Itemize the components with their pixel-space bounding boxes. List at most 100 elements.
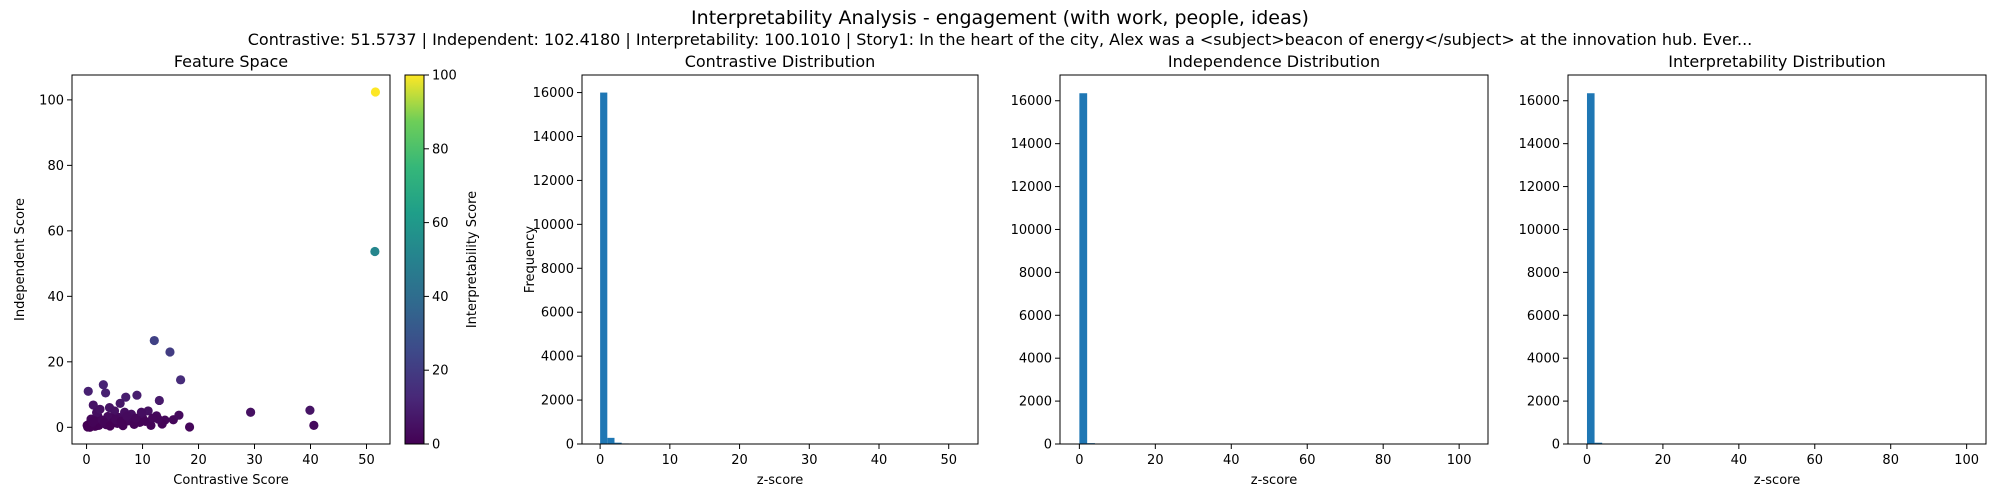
x-axis-label: z-score: [1251, 473, 1297, 488]
x-tick-label: 40: [871, 453, 888, 468]
panel-4: 0 20 40 60 80 100 0 2000 4000 6000 8000 10000 12000 1…: [1519, 52, 1987, 488]
x-tick-label: 20: [1147, 453, 1164, 468]
panel-3: 0 20 40 60 80 100 0 2000 4000 6000 8000 10000 12000 1…: [1011, 52, 1489, 488]
scatter-point: [89, 416, 99, 426]
x-tick-label: 50: [358, 453, 375, 468]
y-tick-label: 2000: [1019, 395, 1052, 410]
y-tick-label: 8000: [1019, 266, 1052, 281]
y-tick-label: 0: [56, 421, 64, 436]
x-tick-label: 0: [1075, 453, 1083, 468]
y-axis-label: Frequency: [523, 226, 538, 293]
scatter-point: [136, 407, 147, 417]
scatter-point: [148, 413, 158, 423]
y-tick-label: 0: [566, 438, 574, 453]
histogram-bar: [600, 92, 608, 444]
y-tick-label: 12000: [533, 174, 574, 189]
y-tick-label: 60: [47, 224, 64, 239]
axes-frame: [1059, 74, 1489, 445]
scatter-point: [246, 407, 256, 417]
x-axis-label: z-score: [1754, 473, 1800, 488]
y-tick-label: 16000: [533, 86, 574, 101]
scatter-point: [174, 410, 184, 420]
axes-frame: [1567, 74, 1987, 445]
x-tick-label: 40: [1223, 453, 1240, 468]
histogram-bar: [1079, 93, 1088, 445]
colorbar: 0 20 40 60 80 100 Interpretability Score: [404, 69, 480, 453]
histogram-bar: [1594, 442, 1603, 444]
scatter-point: [105, 421, 115, 431]
colorbar-tick-label: 0: [432, 438, 440, 453]
y-tick-label: 40: [47, 290, 64, 305]
y-axis-label: Independent Score: [13, 198, 28, 321]
colorbar-tick-label: 80: [432, 142, 449, 157]
x-tick-label: 0: [1583, 453, 1591, 468]
y-tick-label: 2000: [1527, 395, 1560, 410]
x-tick-label: 50: [940, 453, 957, 468]
histogram-bar: [1586, 93, 1595, 445]
x-tick-label: 40: [1731, 453, 1748, 468]
x-tick-label: 60: [1299, 453, 1316, 468]
panel-title: Independence Distribution: [1168, 52, 1380, 71]
scatter-point: [121, 392, 131, 402]
y-tick-label: 4000: [1527, 352, 1560, 367]
x-tick-label: 0: [596, 453, 604, 468]
panel-title: Contrastive Distribution: [685, 52, 876, 71]
colorbar-label: Interpretability Score: [465, 191, 480, 328]
colorbar-frame: [404, 74, 425, 445]
y-tick-label: 6000: [1527, 309, 1560, 324]
x-axis-label: Contrastive Score: [173, 473, 288, 488]
x-tick-label: 0: [82, 453, 90, 468]
scatter-point: [176, 375, 186, 385]
colorbar-gradient: [405, 75, 424, 444]
y-tick-label: 14000: [533, 130, 574, 145]
y-tick-label: 16000: [1011, 94, 1052, 109]
scatter-point: [115, 398, 125, 408]
scatter-point: [370, 87, 381, 97]
panel-title: Feature Space: [174, 52, 288, 71]
axes-frame: [581, 74, 979, 445]
colorbar-tick-label: 20: [432, 364, 449, 379]
scatter-point: [122, 411, 132, 421]
scatter-point: [309, 420, 319, 430]
y-tick-label: 6000: [541, 306, 574, 321]
x-tick-label: 30: [246, 453, 263, 468]
y-tick-label: 8000: [1527, 266, 1560, 281]
scatter-point: [149, 335, 159, 346]
y-tick-label: 4000: [541, 350, 574, 365]
y-tick-label: 14000: [1011, 137, 1052, 152]
y-tick-label: 4000: [1019, 352, 1052, 367]
x-tick-label: 40: [302, 453, 319, 468]
scatter-point: [98, 380, 108, 390]
x-tick-label: 80: [1375, 453, 1392, 468]
x-tick-label: 100: [1447, 453, 1472, 468]
scatter-point: [100, 388, 111, 398]
colorbar-tick-label: 60: [432, 216, 449, 231]
y-tick-label: 12000: [1519, 180, 1560, 195]
scatter-point: [370, 246, 380, 257]
scatter-point: [132, 390, 142, 400]
figure-subtitle: Contrastive: 51.5737 | Independent: 102.…: [247, 30, 1753, 49]
y-tick-label: 10000: [533, 218, 574, 233]
y-tick-label: 10000: [1011, 223, 1052, 238]
x-tick-label: 20: [731, 453, 748, 468]
x-tick-label: 20: [1655, 453, 1672, 468]
axes-frame: [71, 74, 391, 445]
scatter-point: [109, 406, 120, 416]
colorbar-tick-label: 40: [432, 290, 449, 305]
scatter-point: [131, 413, 141, 423]
panel-title: Interpretability Distribution: [1668, 52, 1886, 71]
scatter-point: [165, 347, 175, 357]
y-tick-label: 2000: [541, 394, 574, 409]
scatter-point: [154, 395, 164, 406]
scatter-point: [146, 420, 156, 430]
x-tick-label: 60: [1807, 453, 1824, 468]
histogram-bar: [614, 442, 622, 444]
scatter-point: [88, 400, 98, 410]
y-tick-label: 14000: [1519, 137, 1560, 152]
y-tick-label: 8000: [541, 262, 574, 277]
y-tick-label: 100: [39, 93, 64, 108]
y-tick-label: 16000: [1519, 94, 1560, 109]
y-tick-label: 80: [47, 159, 64, 174]
panel-2: 0 10 20 30 40 50 0 2000 4000 6000 8000 10000 12000 14…: [523, 52, 979, 488]
scatter-point: [184, 422, 195, 432]
